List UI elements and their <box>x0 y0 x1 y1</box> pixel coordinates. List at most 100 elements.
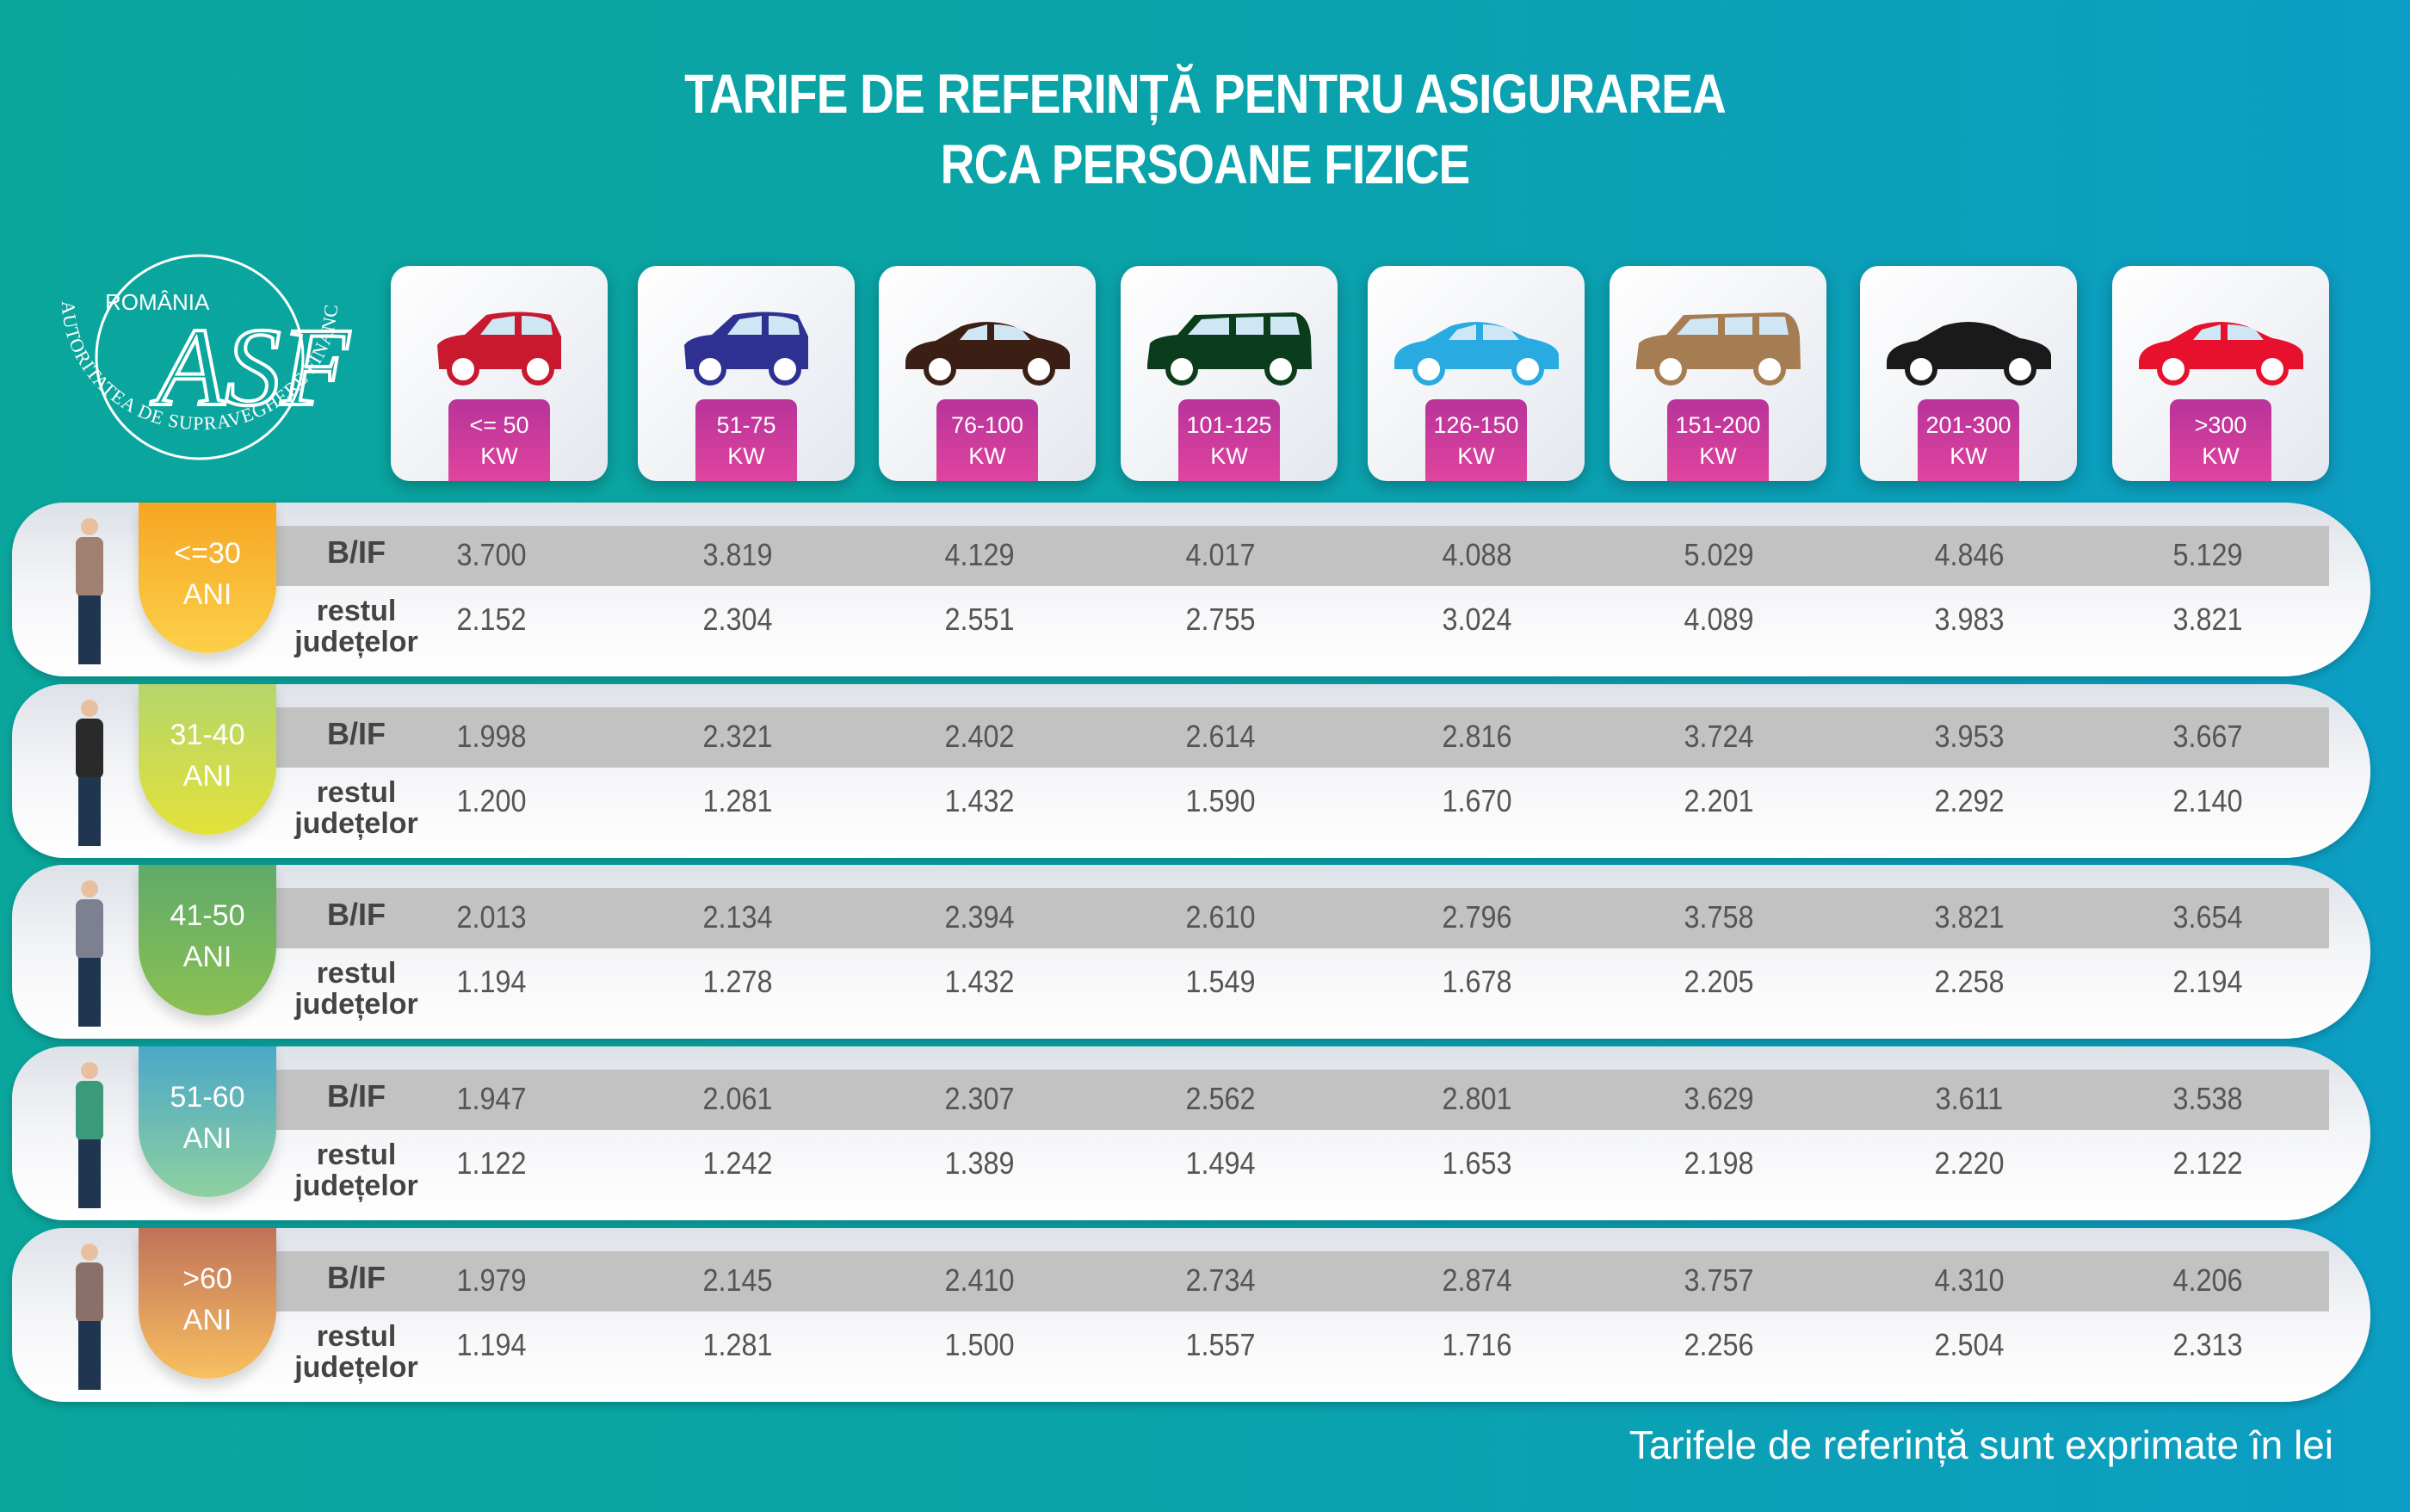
power-unit: KW <box>1699 443 1737 469</box>
person-icon <box>76 880 103 1027</box>
bif-tariff: 2.610 <box>1185 899 1256 935</box>
rest-tariff: 1.590 <box>1185 783 1256 818</box>
hatchback-car-icon <box>437 312 561 386</box>
bif-label: B/IF <box>327 1260 386 1295</box>
bif-tariff: 3.758 <box>1684 899 1754 935</box>
rest-tariff: 2.551 <box>944 602 1015 637</box>
power-class-card: 151-200 KW <box>1610 266 1826 481</box>
bif-tariff: 4.017 <box>1185 537 1256 572</box>
rest-tariff: 1.549 <box>1185 964 1256 999</box>
bif-tariff: 2.410 <box>944 1262 1015 1298</box>
power-class-badge: <= 50 KW <box>448 399 550 481</box>
age-unit: ANI <box>182 941 232 973</box>
power-class-card: 76-100 KW <box>879 266 1096 481</box>
rest-label-line2: județelor <box>294 626 418 658</box>
bif-tariff: 2.614 <box>1185 719 1256 754</box>
power-class-badge: 76-100 KW <box>936 399 1038 481</box>
bif-tariff: 3.611 <box>1935 1081 2004 1116</box>
power-unit: KW <box>968 443 1006 469</box>
age-range: 41-50 <box>170 899 245 932</box>
bif-tariff: 4.846 <box>1934 537 2005 572</box>
age-unit: ANI <box>182 578 232 611</box>
bif-label: B/IF <box>327 534 386 570</box>
age-group-row: <=30 ANI B/IF restul județelor 3.700 2.152 3… <box>12 503 2370 676</box>
power-class-badge: 201-300 KW <box>1918 399 2019 481</box>
power-class-card: >300 KW <box>2112 266 2329 481</box>
power-unit: KW <box>480 443 518 469</box>
age-group-row: 51-60 ANI B/IF restul județelor 1.947 1.122… <box>12 1046 2370 1220</box>
footer-note: Tarifele de referință sunt exprimate în … <box>1628 1423 2333 1467</box>
power-unit: KW <box>1950 443 1987 469</box>
rest-tariff: 1.389 <box>944 1145 1015 1181</box>
bif-tariff: 3.821 <box>1934 899 2005 935</box>
bif-tariff: 3.757 <box>1684 1262 1754 1298</box>
power-range: 101-125 <box>1186 412 1272 438</box>
bif-tariff: 2.734 <box>1185 1262 1256 1298</box>
bif-tariff: 3.629 <box>1684 1081 1754 1116</box>
power-class-badge: 101-125 KW <box>1178 399 1280 481</box>
power-class-badge: >300 KW <box>2170 399 2271 481</box>
rest-tariff: 1.716 <box>1442 1327 1512 1362</box>
bif-tariff: 2.562 <box>1185 1081 1256 1116</box>
bif-label: B/IF <box>327 716 386 751</box>
rest-tariff: 2.304 <box>702 602 773 637</box>
age-badge: >60 ANI <box>139 1228 276 1379</box>
rest-tariff: 2.122 <box>2172 1145 2243 1181</box>
power-class-card: 101-125 KW <box>1121 266 1338 481</box>
asf-logo: ROMÂNIA ASF AUTORITATEA DE SUPRAVEGHERE … <box>45 250 352 460</box>
bif-tariff: 3.667 <box>2172 719 2243 754</box>
bif-tariff: 2.816 <box>1442 719 1512 754</box>
bif-tariff: 3.700 <box>456 537 527 572</box>
rest-tariff: 2.256 <box>1684 1327 1754 1362</box>
bif-tariff: 5.129 <box>2172 537 2243 572</box>
rest-tariff: 3.821 <box>2172 602 2243 637</box>
bif-tariff: 2.796 <box>1442 899 1512 935</box>
rest-tariff: 1.670 <box>1442 783 1512 818</box>
bif-tariff: 3.724 <box>1684 719 1754 754</box>
age-range: 31-40 <box>170 719 245 751</box>
bif-tariff: 3.654 <box>2172 899 2243 935</box>
rest-tariff: 1.281 <box>702 783 773 818</box>
hatchback-car-icon <box>684 312 808 386</box>
rest-label: restul județelor <box>275 777 438 839</box>
rest-tariff: 4.089 <box>1684 602 1754 637</box>
bif-band <box>276 526 2329 586</box>
rest-label: restul județelor <box>275 958 438 1020</box>
rest-label-line1: restul <box>316 1139 397 1171</box>
power-range: >300 <box>2194 412 2247 438</box>
rest-tariff: 1.494 <box>1185 1145 1256 1181</box>
sedan-car-icon <box>1394 322 1559 386</box>
suv-car-icon <box>1636 312 1801 386</box>
bif-tariff: 2.145 <box>702 1262 773 1298</box>
bif-label: B/IF <box>327 1078 386 1114</box>
bif-tariff: 2.874 <box>1442 1262 1512 1298</box>
rest-tariff: 2.258 <box>1934 964 2005 999</box>
bif-tariff: 2.307 <box>944 1081 1015 1116</box>
rest-tariff: 2.220 <box>1934 1145 2005 1181</box>
rest-tariff: 1.242 <box>702 1145 773 1181</box>
rest-tariff: 2.152 <box>456 602 527 637</box>
bif-tariff: 1.947 <box>456 1081 527 1116</box>
rest-tariff: 1.200 <box>456 783 527 818</box>
age-range: 51-60 <box>170 1081 245 1114</box>
bif-tariff: 4.129 <box>944 537 1015 572</box>
rest-tariff: 3.024 <box>1442 602 1512 637</box>
person-icon <box>76 1062 103 1208</box>
rest-tariff: 2.755 <box>1185 602 1256 637</box>
rest-tariff: 2.292 <box>1934 783 2005 818</box>
rest-label: restul județelor <box>275 1321 438 1383</box>
bif-band <box>276 1070 2329 1130</box>
bif-tariff: 3.819 <box>702 537 773 572</box>
power-class-badge: 151-200 KW <box>1667 399 1769 481</box>
bif-tariff: 4.206 <box>2172 1262 2243 1298</box>
power-class-badge: 51-75 KW <box>695 399 797 481</box>
rest-tariff: 1.278 <box>702 964 773 999</box>
rest-tariff: 1.281 <box>702 1327 773 1362</box>
sports-car-icon <box>2139 322 2303 386</box>
age-unit: ANI <box>182 1122 232 1155</box>
age-badge: 31-40 ANI <box>139 684 276 835</box>
person-icon <box>76 700 103 846</box>
person-icon <box>76 518 103 664</box>
age-unit: ANI <box>182 760 232 793</box>
minivan-car-icon <box>1147 312 1312 386</box>
